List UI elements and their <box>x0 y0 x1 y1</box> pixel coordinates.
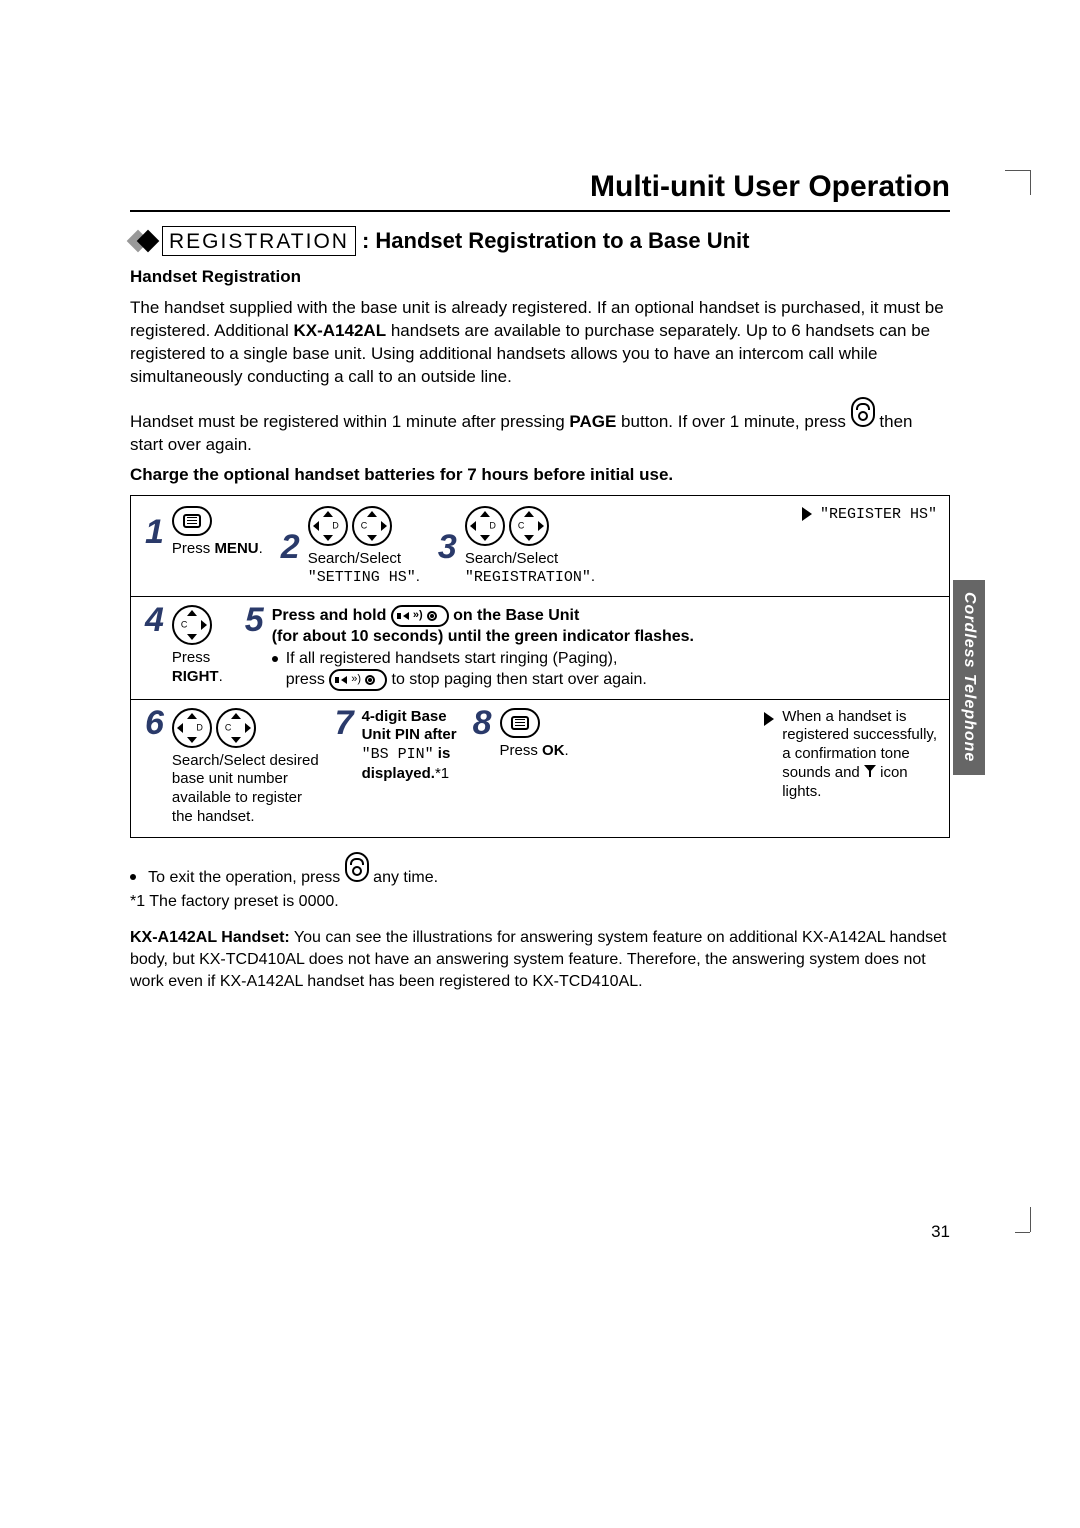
text: Search/Select desired <box>172 752 319 771</box>
right-label: RIGHT <box>172 668 219 685</box>
step-number: 8 <box>473 708 492 739</box>
text: the handset. <box>172 808 255 827</box>
text: lights. <box>782 783 821 802</box>
nav-right-icon: C <box>509 506 549 546</box>
display-text: "REGISTER HS" <box>820 506 937 523</box>
text: . <box>416 568 420 585</box>
text: press <box>286 671 330 688</box>
bullet-icon <box>130 874 136 880</box>
text: available to register <box>172 789 302 808</box>
section-rule <box>130 210 950 212</box>
ok-button-icon <box>500 708 540 738</box>
text: Press <box>172 540 215 557</box>
step-divider <box>131 699 949 700</box>
display-text: "REGISTRATION" <box>465 569 591 586</box>
footnotes: To exit the operation, press any time. *… <box>130 852 950 993</box>
intro-paragraph-2: Handset must be registered within 1 minu… <box>130 397 950 457</box>
text: . <box>591 568 595 585</box>
display-text: "SETTING HS" <box>308 569 416 586</box>
step-number: 6 <box>145 708 164 739</box>
text: on the Base Unit <box>453 607 579 624</box>
text: button. If over 1 minute, press <box>616 412 850 431</box>
nav-left-icon: D <box>465 506 505 546</box>
text: . <box>565 742 569 759</box>
intro-paragraph-1: The handset supplied with the base unit … <box>130 297 950 389</box>
text: When a handset is <box>782 708 906 727</box>
step-divider <box>131 596 949 597</box>
step-number: 1 <box>145 517 164 548</box>
locator-button-icon: ») <box>329 669 387 691</box>
text: Unit PIN after <box>362 726 457 745</box>
antenna-icon <box>864 765 876 777</box>
intro-heading: Handset Registration <box>130 266 950 289</box>
registration-box-label: REGISTRATION <box>162 226 356 256</box>
nav-left-icon: D <box>172 708 212 748</box>
arrow-right-icon <box>764 712 774 726</box>
text: any time. <box>373 869 438 886</box>
menu-label: MENU <box>214 540 258 557</box>
text: If all registered handsets start ringing… <box>286 650 618 667</box>
text: Press and hold <box>272 607 391 624</box>
text: 4-digit Base <box>362 708 447 727</box>
step-number: 3 <box>438 532 457 563</box>
text: icon <box>876 764 908 781</box>
steps-box: 1 Press MENU. 2 D C Search/Select "SETTI… <box>130 495 950 838</box>
text: Search/Select <box>465 550 558 569</box>
text: Handset must be registered within 1 minu… <box>130 412 569 431</box>
text: Search/Select <box>308 550 401 569</box>
step-number: 7 <box>335 708 354 739</box>
hangup-icon <box>851 397 875 427</box>
text: Press <box>500 742 543 759</box>
nav-left-icon: D <box>308 506 348 546</box>
text: displayed. <box>362 765 435 782</box>
text: sounds and <box>782 764 864 781</box>
footnote-1: *1 The factory preset is 0000. <box>130 891 950 913</box>
section-title: Multi-unit User Operation <box>130 170 950 204</box>
nav-right-icon: C <box>216 708 256 748</box>
display-text: "BS PIN" <box>362 746 434 763</box>
kx-handset-label: KX-A142AL Handset: <box>130 929 290 946</box>
subsection-title: : Handset Registration to a Base Unit <box>362 228 750 254</box>
locator-button-icon: ») <box>391 605 449 627</box>
nav-right-icon: C <box>352 506 392 546</box>
model-number: KX-A142AL <box>294 321 387 340</box>
bullet-icon <box>272 656 278 662</box>
page-number: 31 <box>130 1222 950 1242</box>
nav-right-icon: C <box>172 605 212 645</box>
text: . <box>219 668 223 685</box>
hangup-icon <box>345 852 369 882</box>
charge-note: Charge the optional handset batteries fo… <box>130 465 950 485</box>
text: (for about 10 seconds) until the green i… <box>272 627 694 647</box>
text: to stop paging then start over again. <box>392 671 647 688</box>
text: base unit number <box>172 770 288 789</box>
step-number: 4 <box>145 605 164 636</box>
side-tab: Cordless Telephone <box>953 580 985 775</box>
text: is <box>434 745 451 762</box>
text: Press <box>172 649 210 668</box>
step-number: 2 <box>281 532 300 563</box>
subsection-header: REGISTRATION : Handset Registration to a… <box>130 226 950 256</box>
page-button-label: PAGE <box>569 412 616 431</box>
step-number: 5 <box>245 605 264 636</box>
footnote-ref: *1 <box>435 765 449 782</box>
text: a confirmation tone <box>782 745 910 764</box>
menu-button-icon <box>172 506 212 536</box>
arrow-right-icon <box>802 507 812 521</box>
ok-label: OK <box>542 742 565 759</box>
text: To exit the operation, press <box>148 869 345 886</box>
text: . <box>259 540 263 557</box>
text: registered successfully, <box>782 726 937 745</box>
